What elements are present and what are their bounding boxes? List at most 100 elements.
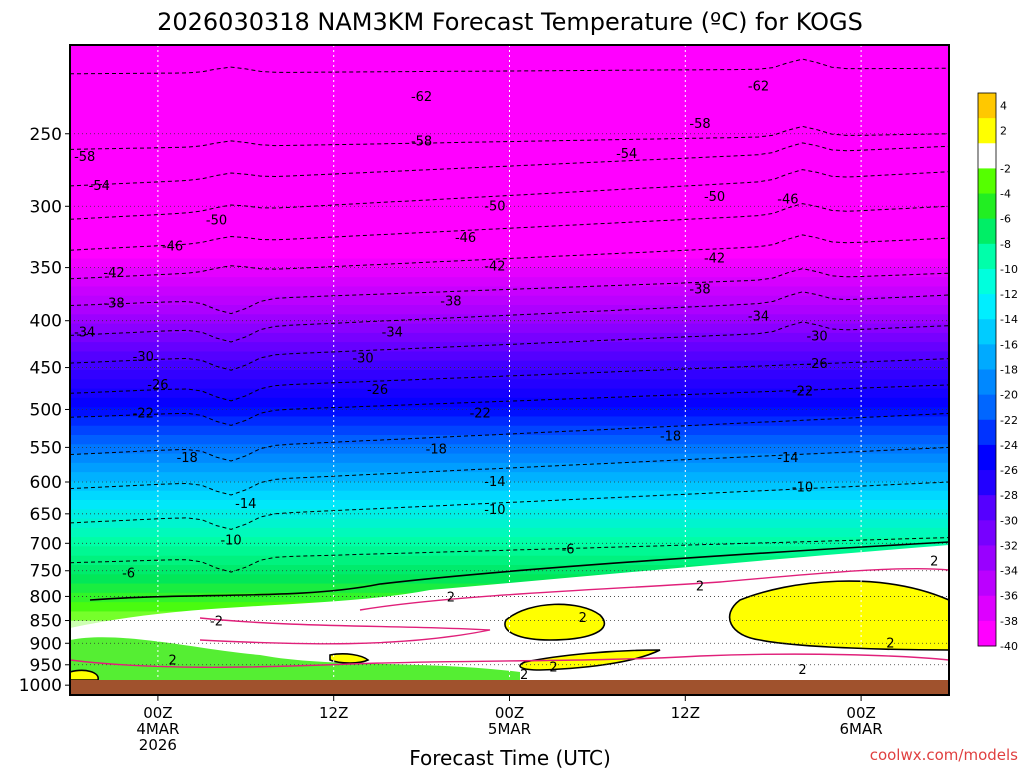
y-tick-label: 950 [30, 656, 62, 676]
temperature-band [70, 407, 949, 418]
colorbar-label: -14 [1000, 313, 1018, 326]
plot-area: -62-62-58-58-58-54-54-50-50-50 -46-46-46-… [70, 45, 949, 695]
colorbar-label: -36 [1000, 590, 1018, 603]
temperature-band [70, 397, 949, 408]
colorbar-swatch [978, 369, 996, 396]
contour-label: -30 [806, 329, 827, 344]
y-tick-label: 900 [30, 634, 62, 654]
temperature-band [70, 435, 949, 445]
colorbar-swatch [978, 344, 996, 370]
colorbar-label: -32 [1000, 540, 1018, 553]
chart-title: 2026030318 NAM3KM Forecast Temperature (… [157, 8, 863, 36]
y-tick-label: 450 [30, 359, 62, 379]
colorbar-legend: 4 2 -2 -4 -6 -8 -10 -12 -14 -16 -18 -20 -22 -24 -26 -28… [977, 92, 1018, 653]
temperature-band [70, 175, 949, 185]
colorbar-label: -28 [1000, 489, 1018, 502]
temperature-band [70, 249, 949, 260]
isotherm-line [70, 142, 949, 187]
contour-label: -22 [470, 406, 491, 421]
temperature-band [70, 332, 949, 343]
contour-label: 2 [930, 555, 938, 570]
wet-bulb-line [359, 567, 949, 611]
temperature-band [70, 147, 949, 158]
temperature-band [70, 137, 949, 148]
colorbar-label: -18 [1000, 364, 1018, 377]
colorbar-label: -10 [1000, 263, 1018, 276]
colorbar-swatch [978, 570, 996, 597]
temperature-band [70, 202, 949, 213]
temperature-band [70, 258, 949, 269]
contour-label: -42 [103, 266, 124, 281]
y-tick-label: 1000 [19, 676, 62, 696]
contour-label: -58 [411, 135, 432, 150]
x-tick-label: 4MAR [136, 720, 179, 738]
x-tick-label: 5MAR [488, 720, 531, 738]
contour-label: 2 [520, 668, 528, 683]
contour-label: -50 [704, 190, 725, 205]
y-tick-label: 400 [30, 312, 62, 332]
contour-label: -26 [147, 378, 168, 393]
contour-label: -34 [382, 326, 403, 341]
temperature-band [70, 184, 949, 195]
colorbar-label: -6 [1000, 213, 1011, 226]
contour-label: -42 [484, 260, 505, 275]
y-tick-label: 550 [30, 438, 62, 458]
contour-label: 2 [696, 579, 704, 594]
contour-label: 2 [168, 654, 176, 669]
colorbar-swatch [978, 294, 996, 320]
ground-surface [70, 680, 949, 695]
colorbar-label: -24 [1000, 439, 1018, 452]
contour-label: -22 [133, 406, 154, 421]
contour-label: 2 [447, 590, 455, 605]
isotherm-line [70, 203, 949, 251]
isotherm-line [70, 321, 949, 371]
colorbar-label: -22 [1000, 414, 1018, 427]
colorbar-label: -34 [1000, 565, 1018, 578]
temperature-band [70, 370, 949, 380]
temperature-band [70, 240, 949, 250]
isotherm-line [70, 384, 949, 426]
colorbar-label: -16 [1000, 338, 1018, 351]
contour-label: -38 [103, 296, 124, 311]
contour-label: 2 [886, 636, 894, 651]
temperature-band [70, 379, 949, 390]
contour-label: -34 [74, 326, 95, 341]
temperature-band [70, 518, 949, 529]
contour-label: -10 [792, 480, 813, 495]
contour-label: -10 [220, 534, 241, 549]
isotherm-line [70, 291, 949, 343]
contour-label: -30 [133, 350, 154, 365]
isotherm-labels: -62-62-58-58-58-54-54-50-50-50 -46-46-46-… [74, 80, 938, 684]
temperature-band [70, 82, 949, 93]
colorbar-swatch [978, 620, 996, 647]
colorbar-swatch [978, 168, 996, 195]
colorbar-label: -12 [1000, 288, 1018, 301]
contour-label: -42 [704, 251, 725, 266]
temperature-band [70, 500, 949, 510]
colorbar-label: -20 [1000, 389, 1018, 402]
contour-label: -10 [484, 503, 505, 518]
colorbar-label: 2 [1000, 125, 1007, 138]
near-freezing-layer [70, 545, 949, 680]
y-tick-label: 850 [30, 612, 62, 632]
contour-label: -18 [177, 451, 198, 466]
colorbar-label: -8 [1000, 238, 1011, 251]
contour-label: -54 [89, 179, 110, 194]
y-tick-label: 350 [30, 259, 62, 279]
isotherm-line [70, 169, 949, 220]
colorbar-swatch [978, 470, 996, 496]
colorbar-swatch [978, 268, 996, 295]
isotherm-line [70, 412, 949, 462]
temperature-band [70, 45, 949, 55]
y-tick-label: 650 [30, 505, 62, 525]
temperature-band [70, 128, 949, 139]
temperature-band [70, 323, 949, 334]
y-tick-label: 800 [30, 587, 62, 607]
contour-label: -62 [748, 80, 769, 95]
contour-label: -14 [484, 475, 505, 490]
colorbar-label: -4 [1000, 188, 1011, 201]
freezing-line [89, 541, 949, 601]
colorbar-label: -30 [1000, 514, 1018, 527]
colorbar-swatch [978, 118, 996, 144]
